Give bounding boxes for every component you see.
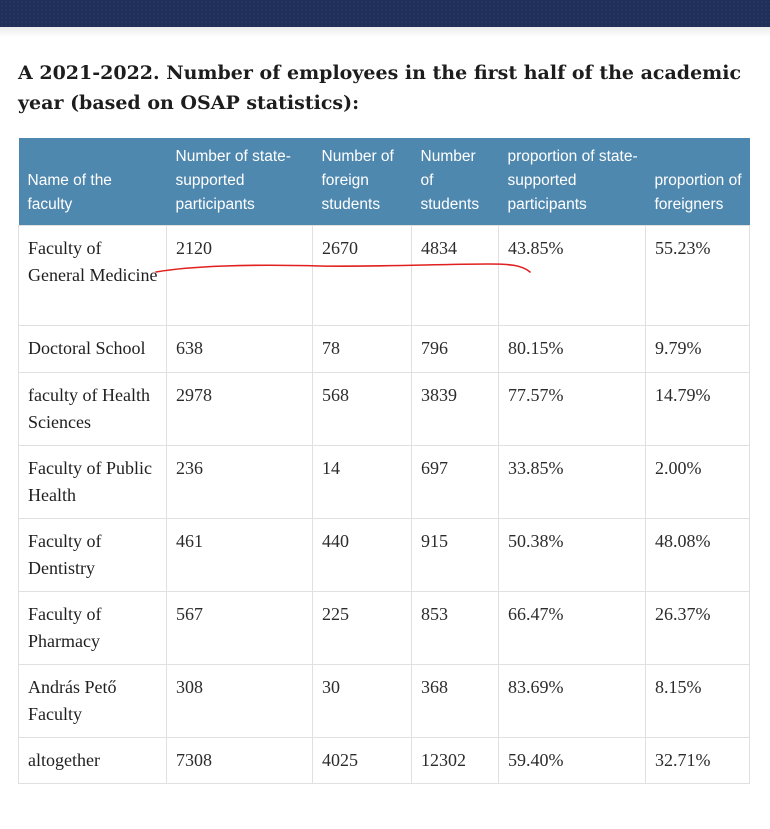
table-row: András Pető Faculty 308 30 368 83.69% 8.15% — [18, 664, 750, 738]
foreign-proportion-cell: 8.15% — [645, 664, 750, 738]
column-header-state-proportion: proportion of state-supported participan… — [498, 138, 646, 226]
students-cell: 368 — [411, 664, 499, 738]
foreign-proportion-cell: 2.00% — [645, 445, 750, 519]
foreign-students-cell: 30 — [312, 664, 412, 738]
students-cell: 12302 — [411, 737, 499, 784]
state-supported-cell: 308 — [166, 664, 313, 738]
foreign-students-cell: 2670 — [312, 225, 412, 326]
state-supported-cell: 7308 — [166, 737, 313, 784]
state-proportion-cell: 33.85% — [498, 445, 646, 519]
faculty-name-cell: faculty of Health Sciences — [18, 372, 167, 446]
table-row: Faculty of Dentistry 461 440 915 50.38% 48.08… — [18, 518, 750, 592]
students-cell: 853 — [411, 591, 499, 665]
state-supported-cell: 2978 — [166, 372, 313, 446]
foreign-students-cell: 14 — [312, 445, 412, 519]
foreign-students-cell: 440 — [312, 518, 412, 592]
site-header-bar — [0, 0, 770, 27]
foreign-students-cell: 4025 — [312, 737, 412, 784]
foreign-proportion-cell: 26.37% — [645, 591, 750, 665]
state-proportion-cell: 50.38% — [498, 518, 646, 592]
students-cell: 796 — [411, 325, 499, 373]
foreign-proportion-cell: 48.08% — [645, 518, 750, 592]
column-header-foreign-proportion: proportion of foreigners — [645, 138, 750, 226]
page-heading: A 2021-2022. Number of employees in the … — [18, 62, 742, 114]
state-proportion-cell: 77.57% — [498, 372, 646, 446]
foreign-proportion-cell: 9.79% — [645, 325, 750, 373]
state-proportion-cell: 80.15% — [498, 325, 646, 373]
table-row: Faculty of Pharmacy 567 225 853 66.47% 26.37% — [18, 591, 750, 665]
faculty-name-cell: Faculty of Pharmacy — [18, 591, 167, 665]
column-header-state-supported: Number of state-supported participants — [166, 138, 313, 226]
table-row: Faculty of General Medicine 2120 2670 4834 4… — [18, 225, 750, 326]
students-cell: 4834 — [411, 225, 499, 326]
students-cell: 915 — [411, 518, 499, 592]
foreign-students-cell: 225 — [312, 591, 412, 665]
foreign-proportion-cell: 14.79% — [645, 372, 750, 446]
foreign-proportion-cell: 55.23% — [645, 225, 750, 326]
faculty-name-cell: altogether — [18, 737, 167, 784]
faculty-name-cell: Doctoral School — [18, 325, 167, 373]
state-supported-cell: 567 — [166, 591, 313, 665]
table-header-row: Name of the faculty Number of state-supp… — [18, 138, 750, 226]
state-supported-cell: 236 — [166, 445, 313, 519]
statistics-table: Name of the faculty Number of state-supp… — [18, 138, 750, 784]
table-row: altogether 7308 4025 12302 59.40% 32.71% — [18, 737, 750, 784]
header-shadow — [0, 27, 770, 37]
students-cell: 3839 — [411, 372, 499, 446]
foreign-proportion-cell: 32.71% — [645, 737, 750, 784]
faculty-name-cell: Faculty of Public Health — [18, 445, 167, 519]
state-supported-cell: 638 — [166, 325, 313, 373]
column-header-students: Number of students — [411, 138, 499, 226]
table-row: Faculty of Public Health 236 14 697 33.85% 2.… — [18, 445, 750, 519]
foreign-students-cell: 78 — [312, 325, 412, 373]
state-supported-cell: 461 — [166, 518, 313, 592]
faculty-name-cell: András Pető Faculty — [18, 664, 167, 738]
faculty-name-cell: Faculty of General Medicine — [18, 225, 167, 326]
foreign-students-cell: 568 — [312, 372, 412, 446]
state-proportion-cell: 43.85% — [498, 225, 646, 326]
state-proportion-cell: 66.47% — [498, 591, 646, 665]
state-supported-cell: 2120 — [166, 225, 313, 326]
column-header-foreign-students: Number of foreign students — [312, 138, 412, 226]
column-header-faculty: Name of the faculty — [18, 138, 167, 226]
students-cell: 697 — [411, 445, 499, 519]
table-row: faculty of Health Sciences 2978 568 3839 77.… — [18, 372, 750, 446]
table-row: Doctoral School 638 78 796 80.15% 9.79% — [18, 325, 750, 373]
state-proportion-cell: 83.69% — [498, 664, 646, 738]
state-proportion-cell: 59.40% — [498, 737, 646, 784]
faculty-name-cell: Faculty of Dentistry — [18, 518, 167, 592]
